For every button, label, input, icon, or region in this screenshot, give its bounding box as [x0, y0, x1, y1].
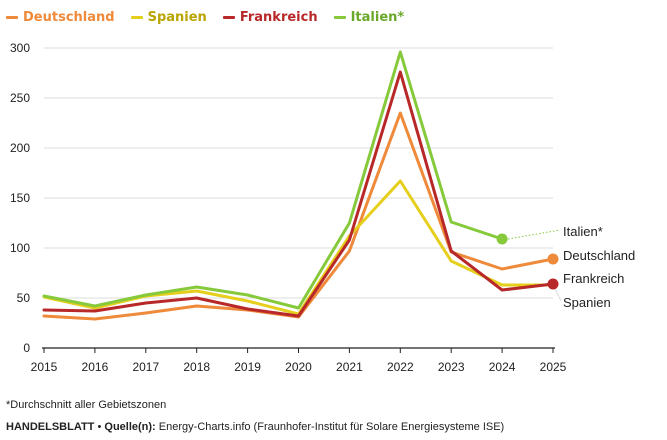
legend-item-spanien[interactable]: Spanien [130, 10, 207, 25]
source-brand: HANDELSBLATT [6, 421, 95, 433]
y-tick-label-150: 150 [10, 191, 30, 205]
connector-spanien [554, 288, 562, 302]
footnote: *Durchschnitt aller Gebietszonen [6, 399, 167, 411]
legend-swatch-italien [333, 16, 346, 19]
end-label-spanien: Spanien [563, 295, 611, 310]
x-tick-label-2015: 2015 [31, 360, 58, 374]
y-tick-label-200: 200 [10, 141, 30, 155]
end-marker-frankreich [547, 278, 559, 290]
x-tick-label-2025: 2025 [540, 360, 567, 374]
end-marker-deutschland [547, 253, 559, 265]
source-line: HANDELSBLATT • Quelle(n): Energy-Charts.… [6, 421, 504, 433]
legend-label-italien: Italien* [350, 10, 405, 25]
x-tick-label-2018: 2018 [183, 360, 210, 374]
y-tick-label-50: 50 [17, 291, 31, 305]
source-label: Quelle(n): [104, 421, 156, 433]
x-tick-label-2023: 2023 [438, 360, 465, 374]
source-text: Energy-Charts.info (Fraunhofer-Institut … [158, 421, 505, 433]
y-tick-label-250: 250 [10, 91, 30, 105]
x-tick-label-2024: 2024 [489, 360, 516, 374]
y-tick-label-300: 300 [10, 41, 30, 55]
source-separator: • [97, 421, 102, 433]
y-tick-label-100: 100 [10, 241, 30, 255]
y-tick-label-0: 0 [23, 341, 30, 355]
legend-item-frankreich[interactable]: Frankreich [222, 10, 318, 25]
end-label-italien: Italien* [563, 224, 603, 239]
legend-item-italien[interactable]: Italien* [333, 10, 405, 25]
x-tick-label-2022: 2022 [387, 360, 414, 374]
x-tick-label-2016: 2016 [82, 360, 109, 374]
end-label-deutschland: Deutschland [563, 248, 635, 263]
x-tick-label-2017: 2017 [132, 360, 159, 374]
legend-item-deutschland[interactable]: Deutschland [6, 10, 115, 25]
series-line-deutschland [42, 111, 555, 321]
end-marker-italien [496, 233, 508, 245]
legend: Deutschland Spanien Frankreich Italien* [6, 10, 404, 25]
x-tick-label-2021: 2021 [336, 360, 363, 374]
series-line-italien [42, 50, 504, 310]
legend-label-frankreich: Frankreich [239, 10, 318, 25]
x-tick-label-2019: 2019 [234, 360, 261, 374]
x-tick-label-2020: 2020 [285, 360, 312, 374]
legend-swatch-spanien [130, 16, 143, 19]
end-label-frankreich: Frankreich [563, 271, 624, 286]
legend-label-spanien: Spanien [147, 10, 207, 25]
series-line-frankreich [42, 70, 555, 318]
legend-swatch-frankreich [222, 16, 235, 19]
legend-label-deutschland: Deutschland [23, 10, 115, 25]
connector-italien [508, 229, 561, 240]
legend-swatch-deutschland [6, 16, 18, 19]
line-chart: 0 50 100 150 200 250 300 2015 2016 2017 2018 2019 20… [10, 41, 635, 374]
